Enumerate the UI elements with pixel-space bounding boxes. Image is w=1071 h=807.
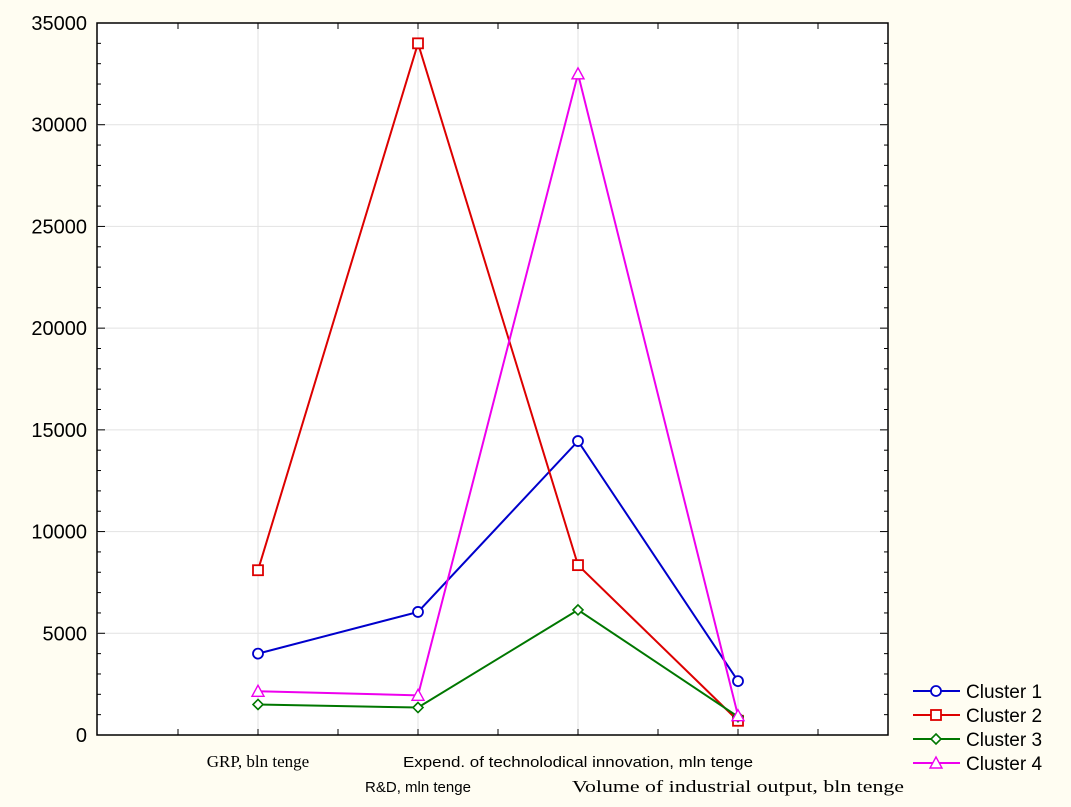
series-line bbox=[257, 439, 739, 682]
legend-label: Cluster 2 bbox=[966, 706, 1042, 727]
data-point bbox=[250, 683, 266, 697]
series-group bbox=[250, 37, 746, 727]
y-axis: 0 5000 10000 15000 20000 25000 30000 35000 bbox=[31, 13, 888, 747]
plot-area bbox=[96, 22, 889, 736]
data-point bbox=[572, 559, 584, 572]
y-tick-label: 20000 bbox=[31, 318, 87, 340]
gridlines bbox=[97, 23, 888, 735]
x-axis: GRP, bln tenge R&D, mln tenge Expend. of t… bbox=[177, 23, 904, 796]
legend-item: Cluster 3 bbox=[913, 730, 1042, 751]
legend-item: Cluster 1 bbox=[913, 682, 1042, 703]
x-category-label: Volume of industrial output, bln tenge bbox=[572, 777, 904, 796]
legend: Cluster 1 Cluster 2 Cluster 3 Cluster 4 bbox=[913, 682, 1042, 775]
data-point bbox=[412, 37, 424, 50]
series-line bbox=[257, 39, 739, 722]
data-point bbox=[252, 564, 264, 577]
series-1 bbox=[252, 435, 744, 687]
y-tick-label: 5000 bbox=[43, 623, 88, 645]
x-category-label: Expend. of technolodical innovation, mln… bbox=[403, 754, 753, 771]
legend-marker bbox=[930, 685, 942, 697]
legend-item: Cluster 2 bbox=[913, 706, 1042, 727]
data-point bbox=[411, 701, 425, 714]
y-tick-label: 35000 bbox=[31, 13, 87, 35]
y-tick-label: 15000 bbox=[31, 420, 87, 442]
data-point bbox=[732, 675, 744, 687]
data-point bbox=[570, 66, 586, 80]
legend-marker bbox=[928, 755, 944, 769]
legend-label: Cluster 4 bbox=[966, 754, 1042, 775]
legend-item: Cluster 4 bbox=[913, 754, 1042, 775]
data-point bbox=[252, 647, 264, 660]
series-line bbox=[257, 608, 739, 718]
legend-label: Cluster 1 bbox=[966, 682, 1042, 703]
y-tick-label: 0 bbox=[76, 725, 87, 747]
data-point bbox=[410, 687, 426, 702]
data-point bbox=[412, 606, 424, 618]
y-tick-label: 30000 bbox=[31, 115, 87, 137]
y-tick-label: 10000 bbox=[31, 522, 87, 544]
x-category-label: GRP, bln tenge bbox=[207, 752, 309, 771]
series-4 bbox=[250, 66, 746, 722]
x-category-label: R&D, mln tenge bbox=[365, 779, 471, 796]
y-tick-label: 25000 bbox=[31, 216, 87, 238]
legend-marker bbox=[929, 732, 943, 746]
data-point bbox=[571, 603, 585, 617]
series-line bbox=[257, 73, 739, 716]
data-point bbox=[730, 708, 746, 722]
legend-label: Cluster 3 bbox=[966, 730, 1042, 751]
data-point bbox=[572, 435, 584, 447]
legend-marker bbox=[930, 709, 942, 721]
data-point bbox=[251, 698, 265, 711]
